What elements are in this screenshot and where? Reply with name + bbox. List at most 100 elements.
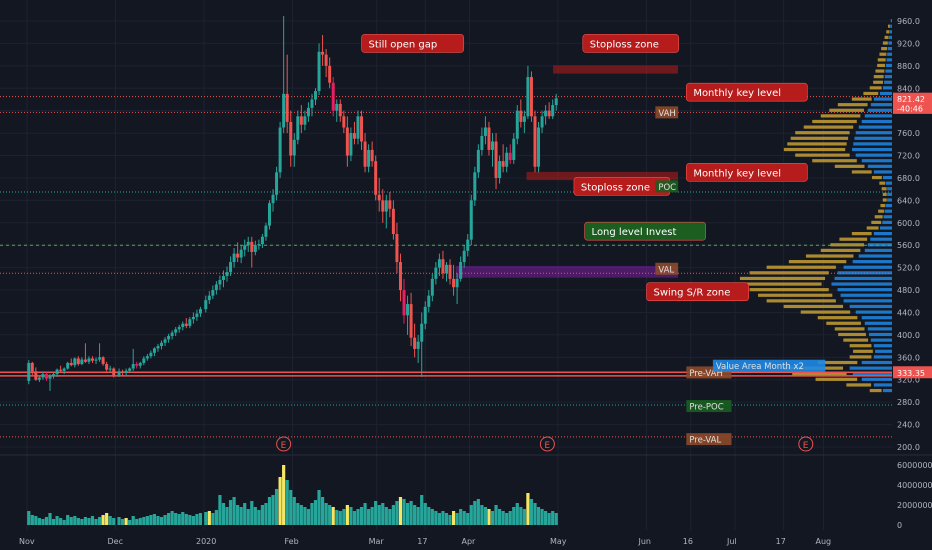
profile-bar-blue bbox=[855, 153, 892, 157]
candle-body bbox=[434, 267, 438, 279]
candle-body bbox=[34, 371, 38, 380]
profile-bar-blue bbox=[884, 80, 892, 84]
volume-axis: 0 20000000 40000000 60000000 bbox=[897, 461, 932, 530]
volume-bar bbox=[76, 518, 80, 525]
volume-bar bbox=[515, 503, 519, 525]
volume-bar bbox=[370, 507, 374, 525]
candle-body bbox=[360, 116, 364, 142]
profile-bar-gold bbox=[873, 80, 884, 84]
candle-body bbox=[420, 323, 424, 342]
profile-bar-blue bbox=[840, 293, 892, 297]
volume-bar bbox=[391, 505, 395, 525]
candle-body bbox=[306, 107, 310, 117]
horizontal-levels bbox=[0, 96, 892, 438]
time-tick-label: Dec bbox=[108, 537, 123, 546]
profile-bar-blue bbox=[887, 52, 892, 56]
candle-body bbox=[275, 172, 279, 195]
profile-bar-blue bbox=[885, 203, 892, 208]
profile-bar-blue bbox=[873, 170, 892, 174]
volume-bar bbox=[55, 516, 59, 525]
candle-body bbox=[345, 127, 349, 156]
volume-bar bbox=[466, 513, 470, 525]
volume-bar bbox=[177, 514, 181, 525]
volume-bar bbox=[388, 509, 392, 525]
time-tick-label: May bbox=[550, 537, 567, 546]
candle-body bbox=[473, 172, 477, 201]
profile-bar-gold bbox=[783, 147, 846, 152]
volume-bar bbox=[310, 503, 314, 525]
volume-bar bbox=[296, 503, 300, 525]
volume-bar bbox=[204, 512, 208, 525]
volume-bar bbox=[540, 509, 544, 525]
volume-bar bbox=[405, 503, 410, 525]
volume-bar bbox=[547, 513, 551, 525]
candle-body bbox=[526, 77, 530, 117]
candle-body bbox=[413, 337, 417, 349]
profile-bar-blue bbox=[886, 58, 892, 62]
profile-bar-blue bbox=[852, 260, 892, 264]
volume-bar bbox=[48, 513, 52, 525]
volume-bar bbox=[367, 509, 371, 525]
volume-bar bbox=[490, 511, 495, 525]
callout-box bbox=[584, 221, 706, 241]
profile-bar-blue bbox=[885, 63, 892, 68]
price-tick-label: 560.0 bbox=[897, 241, 920, 250]
volume-bar bbox=[423, 503, 427, 525]
candle-body bbox=[174, 329, 178, 333]
candle-body bbox=[80, 359, 84, 365]
profile-bar-gold bbox=[877, 58, 886, 62]
candle-body bbox=[501, 161, 505, 167]
price-tick-label: 280.0 bbox=[897, 398, 920, 407]
profile-bar-blue bbox=[843, 299, 892, 303]
volume-bar bbox=[313, 500, 318, 525]
level-label-box bbox=[712, 359, 826, 372]
candle-body bbox=[204, 300, 208, 310]
volume-bar bbox=[221, 503, 226, 525]
volume-bar bbox=[156, 516, 160, 525]
candle-body bbox=[469, 200, 473, 240]
candle-body bbox=[328, 65, 332, 83]
candle-body bbox=[48, 376, 52, 379]
volume-bar bbox=[138, 518, 142, 525]
volume-bar bbox=[480, 505, 484, 525]
candle-body bbox=[52, 374, 56, 377]
volume-bar bbox=[345, 505, 349, 525]
candle-body bbox=[98, 357, 102, 360]
candle-body bbox=[128, 368, 132, 371]
time-tick-label: 17 bbox=[776, 537, 786, 546]
candle-body bbox=[69, 362, 73, 366]
profile-bar-blue bbox=[867, 327, 892, 331]
callout-box bbox=[646, 282, 749, 302]
volume-bar bbox=[430, 509, 434, 525]
candle-body bbox=[544, 110, 548, 117]
candle-body bbox=[195, 313, 199, 317]
time-tick-label: Mar bbox=[369, 537, 385, 546]
candle-body bbox=[59, 369, 63, 371]
price-tick-label: 320.0 bbox=[897, 376, 920, 385]
candle-body bbox=[278, 127, 282, 173]
profile-bar-blue bbox=[884, 209, 892, 213]
earnings-circle bbox=[276, 436, 292, 452]
candle-body bbox=[87, 358, 91, 362]
candle-body bbox=[363, 141, 367, 167]
level-label-box bbox=[655, 106, 679, 119]
candle-body bbox=[117, 371, 121, 376]
profile-bar-blue bbox=[864, 321, 892, 325]
callout-text: Monthly key level bbox=[693, 168, 781, 179]
profile-bar-gold bbox=[826, 321, 861, 325]
volume-bar bbox=[444, 513, 449, 525]
candle-body bbox=[547, 110, 551, 117]
volume-bar bbox=[218, 495, 222, 525]
profile-bar-gold bbox=[851, 97, 872, 101]
profile-bar-gold bbox=[882, 192, 887, 196]
candle-body bbox=[487, 127, 491, 150]
candle-body bbox=[519, 110, 523, 122]
profile-bar-gold bbox=[879, 52, 887, 56]
candle-body bbox=[437, 259, 441, 268]
candle-body bbox=[483, 127, 487, 136]
profile-bar-blue bbox=[864, 248, 892, 253]
volume-bar bbox=[44, 517, 49, 525]
candle-body bbox=[395, 234, 399, 263]
profile-bar-gold bbox=[790, 136, 849, 140]
